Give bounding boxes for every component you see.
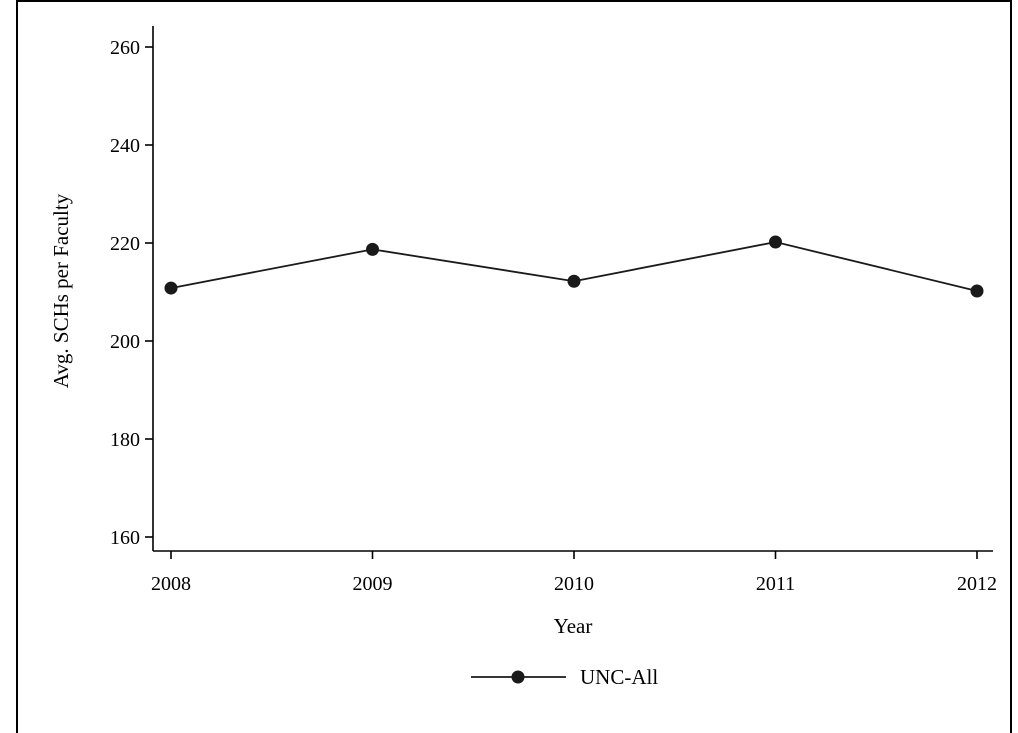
legend-marker-swatch [511,670,525,684]
x-tick-label: 2008 [151,573,191,595]
x-ticks: 2008 2009 2010 2011 2012 [151,551,997,595]
x-tick-label: 2012 [957,573,997,595]
data-point [970,284,984,298]
chart-frame [16,0,1012,733]
y-tick-label: 180 [110,429,140,451]
x-tick-label: 2009 [353,573,393,595]
data-point [164,281,178,295]
x-tick-label: 2010 [554,573,594,595]
data-point [769,235,782,249]
x-tick-label: 2011 [756,573,795,595]
y-tick-label: 220 [110,233,140,255]
y-tick-label: 260 [110,37,140,59]
axes: 160 180 200 220 240 260 2008 2009 2010 2011 2012 [110,26,997,595]
y-ticks: 160 180 200 220 240 260 [110,37,153,549]
data-point [366,242,379,256]
y-tick-label: 160 [110,527,140,549]
legend-label: UNC-All [580,665,658,689]
y-tick-label: 240 [110,135,140,157]
series-layer [164,235,984,298]
x-axis-title: Year [554,614,593,638]
data-point [567,274,581,288]
legend: UNC-All [471,665,658,689]
y-axis-title: Avg. SCHs per Faculty [49,193,73,388]
y-tick-label: 200 [110,331,140,353]
